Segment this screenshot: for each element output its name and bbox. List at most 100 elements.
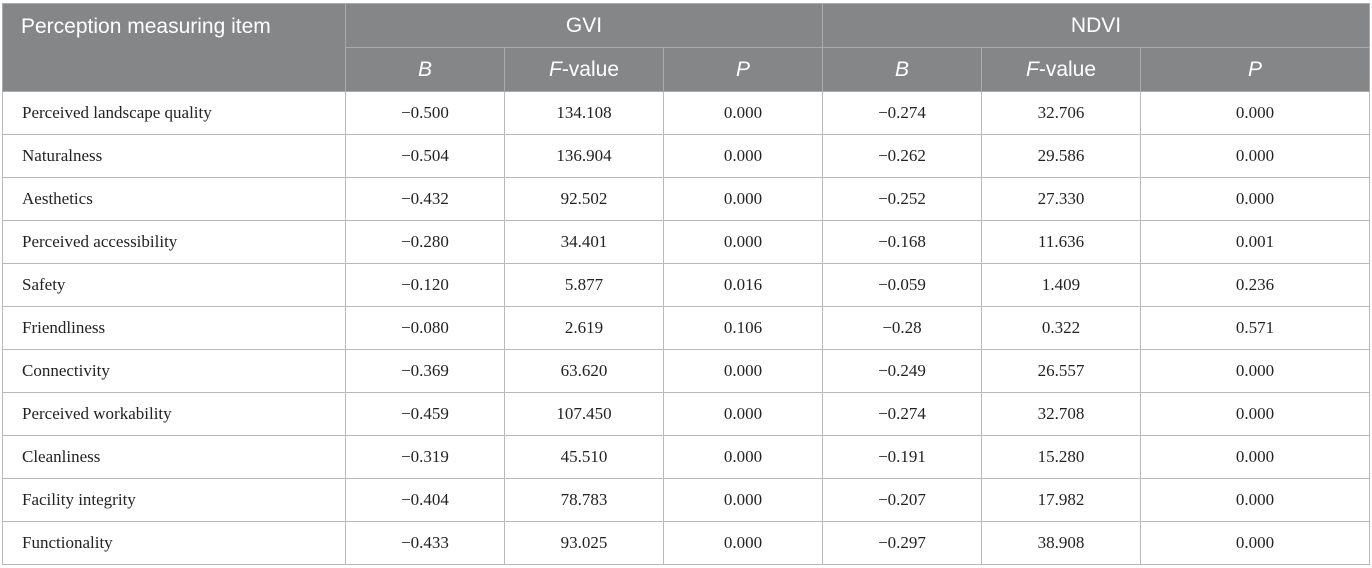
cell-gvi-f-value: 5.877 [504,263,664,307]
header-gvi-f-value: F-value [504,47,664,92]
cell-label: Connectivity [2,349,346,393]
cell-ndvi-f-value: 29.586 [981,134,1142,178]
table-row: Safety −0.120 5.877 0.016 −0.059 1.409 0.236 [2,263,1371,307]
table-header: Perception measuring item GVI NDVI B F-v… [2,3,1371,92]
cell-gvi-f-value: 63.620 [504,349,664,393]
cell-gvi-b: −0.120 [345,263,505,307]
cell-gvi-b: −0.459 [345,392,505,436]
header-gvi-p: P [662,47,824,92]
header-group-gvi: GVI [344,3,824,48]
cell-label: Perceived accessibility [2,220,346,264]
table-row: Facility integrity −0.404 78.783 0.000 −0.20… [2,478,1371,522]
header-ndvi-p: P [1140,47,1371,92]
cell-label: Naturalness [2,134,346,178]
cell-ndvi-p: 0.000 [1140,478,1371,522]
header-perception-item: Perception measuring item [2,3,346,92]
table-row: Perceived accessibility −0.280 34.401 0.000… [2,220,1371,264]
cell-ndvi-p: 0.001 [1140,220,1371,264]
cell-ndvi-b: −0.28 [822,306,983,350]
table-row: Friendliness −0.080 2.619 0.106 −0.28 0.322 0.… [2,306,1371,350]
cell-gvi-b: −0.432 [345,177,505,221]
cell-gvi-p: 0.000 [662,478,824,522]
table-row: Naturalness −0.504 136.904 0.000 −0.262 29.58… [2,134,1371,178]
cell-gvi-p: 0.000 [662,435,824,479]
cell-gvi-b: −0.404 [345,478,505,522]
table-body: Perceived landscape quality −0.500 134.108… [2,91,1371,565]
cell-ndvi-f-value: 32.706 [981,91,1142,135]
cell-ndvi-f-value: 32.708 [981,392,1142,436]
cell-ndvi-b: −0.262 [822,134,983,178]
cell-ndvi-f-value: 27.330 [981,177,1142,221]
cell-label: Friendliness [2,306,346,350]
cell-gvi-f-value: 93.025 [504,521,664,565]
cell-gvi-b: −0.280 [345,220,505,264]
cell-gvi-p: 0.016 [662,263,824,307]
cell-ndvi-f-value: 38.908 [981,521,1142,565]
cell-gvi-f-value: 2.619 [504,306,664,350]
cell-gvi-f-value: 92.502 [504,177,664,221]
cell-ndvi-p: 0.236 [1140,263,1371,307]
cell-ndvi-f-value: 11.636 [981,220,1142,264]
cell-ndvi-b: −0.207 [822,478,983,522]
table-row: Cleanliness −0.319 45.510 0.000 −0.191 15.280… [2,435,1371,479]
table-row: Perceived workability −0.459 107.450 0.000−… [2,392,1371,436]
cell-ndvi-p: 0.000 [1140,177,1371,221]
cell-ndvi-f-value: 17.982 [981,478,1142,522]
cell-label: Facility integrity [2,478,346,522]
cell-gvi-f-value: 34.401 [504,220,664,264]
cell-gvi-b: −0.080 [345,306,505,350]
cell-ndvi-b: −0.252 [822,177,983,221]
cell-ndvi-p: 0.000 [1140,91,1371,135]
cell-gvi-p: 0.000 [662,349,824,393]
table-row: Connectivity −0.369 63.620 0.000 −0.249 26.55… [2,349,1371,393]
cell-gvi-b: −0.319 [345,435,505,479]
cell-gvi-b: −0.504 [345,134,505,178]
cell-label: Safety [2,263,346,307]
cell-gvi-b: −0.369 [345,349,505,393]
cell-gvi-f-value: 136.904 [504,134,664,178]
cell-ndvi-f-value: 15.280 [981,435,1142,479]
cell-ndvi-b: −0.297 [822,521,983,565]
cell-label: Functionality [2,521,346,565]
cell-gvi-f-value: 45.510 [504,435,664,479]
cell-ndvi-b: −0.274 [822,392,983,436]
cell-ndvi-f-value: 26.557 [981,349,1142,393]
regression-table-container: Perception measuring item GVI NDVI B F-v… [2,3,1371,565]
cell-ndvi-p: 0.000 [1140,521,1371,565]
cell-ndvi-f-value: 0.322 [981,306,1142,350]
cell-ndvi-p: 0.000 [1140,392,1371,436]
cell-ndvi-p: 0.000 [1140,134,1371,178]
table-row: Functionality −0.433 93.025 0.000 −0.297 38.9… [2,521,1371,565]
cell-label: Cleanliness [2,435,346,479]
cell-gvi-f-value: 78.783 [504,478,664,522]
cell-gvi-p: 0.000 [662,177,824,221]
cell-gvi-p: 0.000 [662,220,824,264]
cell-gvi-p: 0.000 [662,392,824,436]
cell-label: Perceived landscape quality [2,91,346,135]
table-row: Aesthetics −0.432 92.502 0.000 −0.252 27.330 0… [2,177,1371,221]
cell-ndvi-b: −0.249 [822,349,983,393]
cell-gvi-p: 0.106 [662,306,824,350]
cell-ndvi-f-value: 1.409 [981,263,1142,307]
cell-gvi-p: 0.000 [662,134,824,178]
cell-gvi-f-value: 134.108 [504,91,664,135]
cell-ndvi-p: 0.000 [1140,435,1371,479]
cell-gvi-p: 0.000 [662,521,824,565]
cell-gvi-b: −0.433 [345,521,505,565]
cell-ndvi-b: −0.191 [822,435,983,479]
cell-ndvi-b: −0.059 [822,263,983,307]
cell-gvi-f-value: 107.450 [504,392,664,436]
cell-ndvi-p: 0.000 [1140,349,1371,393]
cell-ndvi-b: −0.168 [822,220,983,264]
cell-gvi-p: 0.000 [662,91,824,135]
cell-ndvi-p: 0.571 [1140,306,1371,350]
regression-table: Perception measuring item GVI NDVI B F-v… [2,3,1371,565]
cell-ndvi-b: −0.274 [822,91,983,135]
header-gvi-b: B [345,47,505,92]
cell-label: Perceived workability [2,392,346,436]
header-group-ndvi: NDVI [822,3,1371,48]
table-row: Perceived landscape quality −0.500 134.108… [2,91,1371,135]
header-ndvi-f-value: F-value [981,47,1142,92]
cell-gvi-b: −0.500 [345,91,505,135]
cell-label: Aesthetics [2,177,346,221]
